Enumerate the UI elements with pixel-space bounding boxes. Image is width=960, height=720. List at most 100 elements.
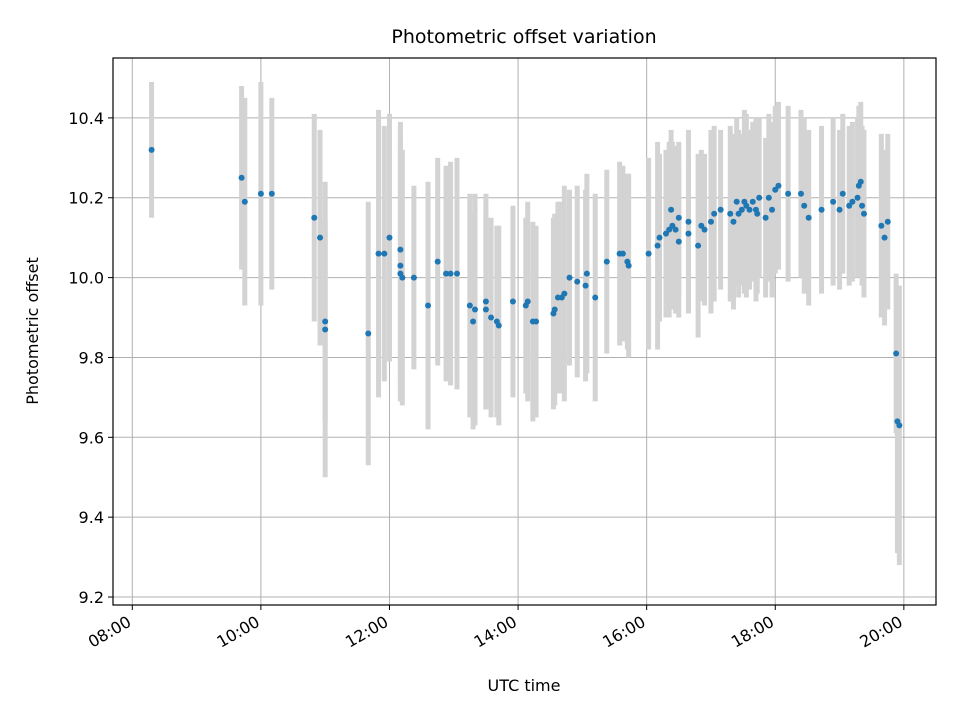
data-point xyxy=(772,186,779,193)
data-point xyxy=(711,210,718,217)
data-point xyxy=(399,274,406,281)
data-point xyxy=(754,210,761,217)
data-point xyxy=(769,206,776,213)
data-point xyxy=(470,318,477,325)
data-point xyxy=(482,306,489,313)
data-point xyxy=(397,246,404,253)
data-point xyxy=(839,190,846,197)
y-tick-label: 9.8 xyxy=(79,348,104,367)
data-point xyxy=(466,302,473,309)
data-point xyxy=(801,202,808,209)
data-point xyxy=(619,250,626,257)
data-point xyxy=(453,270,460,277)
data-point xyxy=(625,262,632,269)
data-point xyxy=(397,262,404,269)
data-point xyxy=(365,330,372,337)
data-point xyxy=(322,318,329,325)
data-point xyxy=(685,218,692,225)
data-point xyxy=(775,182,782,189)
data-point xyxy=(238,174,245,181)
data-point xyxy=(695,242,702,249)
data-point xyxy=(896,422,903,429)
data-point xyxy=(482,298,489,305)
data-points xyxy=(148,146,903,429)
data-point xyxy=(836,206,843,213)
data-point xyxy=(381,250,388,257)
data-point xyxy=(662,230,669,237)
data-point xyxy=(707,218,714,225)
data-point xyxy=(533,318,540,325)
y-axis-label: Photometric offset xyxy=(23,257,42,405)
data-point xyxy=(471,306,478,313)
data-point xyxy=(257,190,264,197)
data-point xyxy=(735,210,742,217)
data-point xyxy=(756,194,763,201)
data-point xyxy=(434,258,441,265)
y-tick-label: 10.4 xyxy=(68,109,104,128)
x-axis-label: UTC time xyxy=(488,676,561,695)
data-point xyxy=(675,238,682,245)
data-point xyxy=(785,190,792,197)
data-point xyxy=(893,350,900,357)
y-tick-label: 9.4 xyxy=(79,508,104,527)
data-point xyxy=(447,270,454,277)
data-point xyxy=(765,194,772,201)
y-tick-label: 10.0 xyxy=(68,269,104,288)
data-point xyxy=(443,270,450,277)
data-point xyxy=(645,250,652,257)
data-point xyxy=(375,250,382,257)
data-point xyxy=(818,206,825,213)
data-point xyxy=(672,226,679,233)
data-point xyxy=(488,314,495,321)
data-point xyxy=(524,298,531,305)
data-point xyxy=(317,234,324,241)
data-point xyxy=(675,214,682,221)
data-point xyxy=(830,198,837,205)
data-point xyxy=(730,218,737,225)
data-point xyxy=(805,214,812,221)
data-point xyxy=(669,222,676,229)
data-point xyxy=(268,190,275,197)
data-point xyxy=(762,214,769,221)
data-point xyxy=(860,210,867,217)
y-tick-label: 10.2 xyxy=(68,189,104,208)
chart-title: Photometric offset variation xyxy=(391,26,656,48)
data-point xyxy=(701,226,708,233)
data-point xyxy=(582,282,589,289)
data-point xyxy=(592,294,599,301)
data-point xyxy=(410,274,417,281)
data-point xyxy=(846,202,853,209)
y-tick-label: 9.6 xyxy=(79,428,104,447)
plot-frame xyxy=(112,57,937,606)
data-point xyxy=(884,218,891,225)
data-point xyxy=(425,302,432,309)
data-point xyxy=(574,278,581,285)
data-point xyxy=(733,198,740,205)
data-point xyxy=(561,290,568,297)
data-point xyxy=(749,198,756,205)
data-point xyxy=(717,206,724,213)
data-point xyxy=(386,234,393,241)
data-point xyxy=(509,298,516,305)
data-point xyxy=(878,222,885,229)
data-point xyxy=(857,178,864,185)
data-point xyxy=(583,270,590,277)
data-point xyxy=(698,222,705,229)
data-point xyxy=(495,322,502,329)
data-point xyxy=(881,234,888,241)
data-point xyxy=(849,198,856,205)
data-point xyxy=(656,234,663,241)
data-point xyxy=(743,202,750,209)
data-point xyxy=(668,206,675,213)
data-point xyxy=(148,146,155,153)
data-point xyxy=(854,194,861,201)
data-point xyxy=(685,230,692,237)
data-point xyxy=(746,206,753,213)
data-point xyxy=(566,274,573,281)
data-point xyxy=(654,242,661,249)
data-point xyxy=(738,206,745,213)
data-point xyxy=(859,202,866,209)
data-point xyxy=(603,258,610,265)
